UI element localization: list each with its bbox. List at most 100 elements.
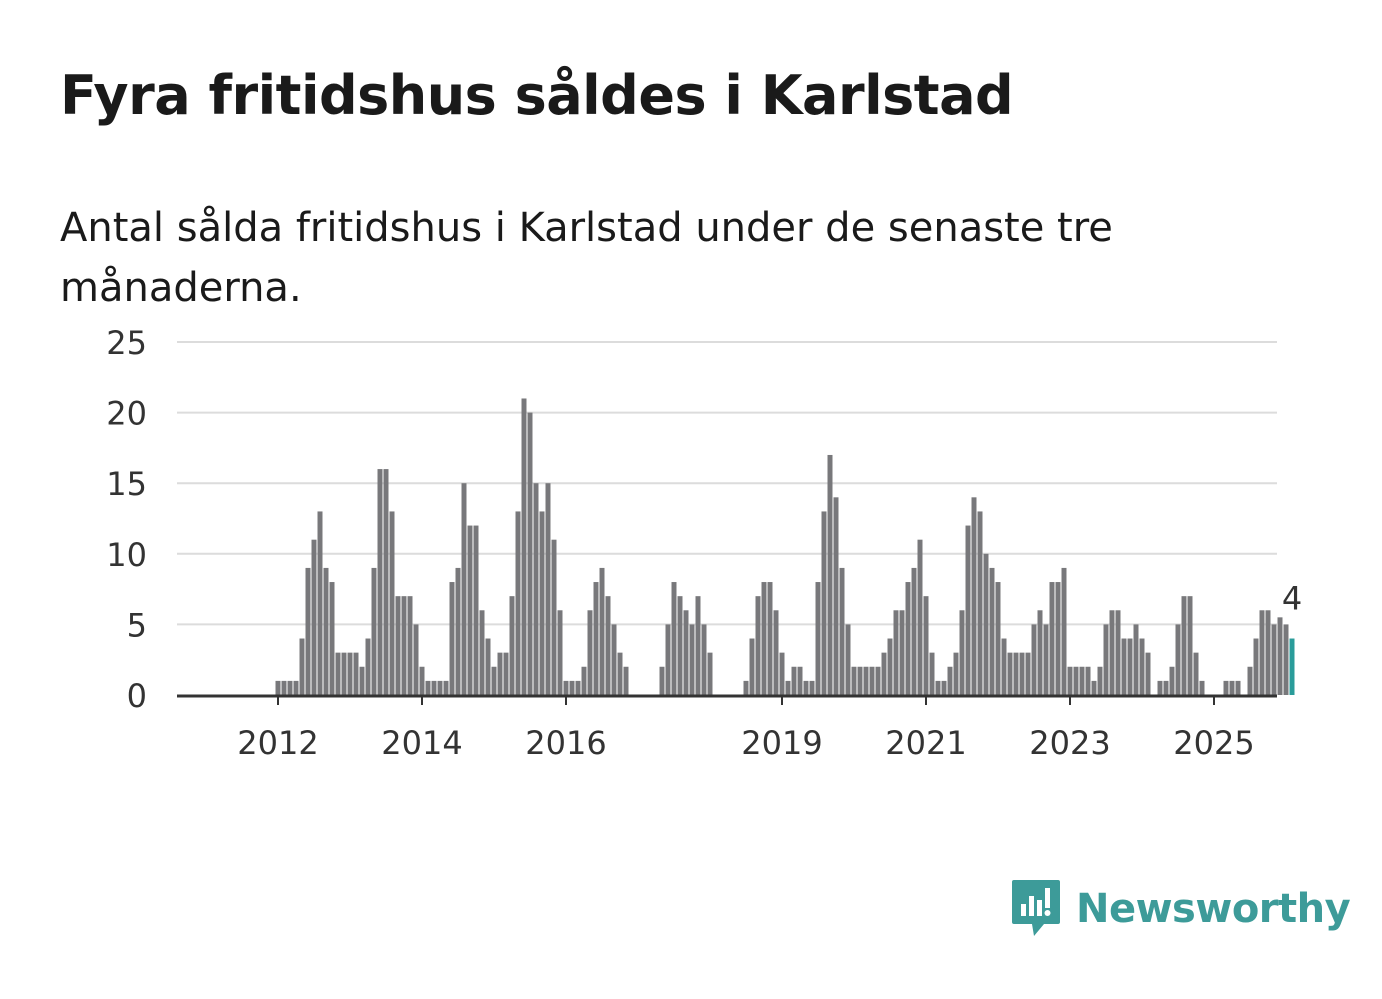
y-tick-label: 5: [127, 606, 147, 644]
bar: [899, 610, 905, 695]
bar: [299, 638, 305, 695]
bar: [485, 638, 491, 695]
bar: [455, 567, 461, 695]
bar: [311, 539, 317, 695]
bar: [1235, 680, 1241, 695]
bar: [341, 652, 347, 695]
bar: [509, 596, 515, 695]
bar: [1247, 666, 1253, 695]
bar: [479, 610, 485, 695]
bar: [1265, 610, 1271, 695]
bar: [881, 652, 887, 695]
highlight-data-label: 4: [1282, 579, 1302, 617]
bar: [617, 652, 623, 695]
bar: [575, 680, 581, 695]
bar: [1037, 610, 1043, 695]
x-tick-label: 2016: [525, 724, 606, 762]
bar: [809, 680, 815, 695]
bar: [503, 652, 509, 695]
bar: [359, 666, 365, 695]
bar: [497, 652, 503, 695]
bar: [1139, 638, 1145, 695]
x-tick-label: 2012: [237, 724, 318, 762]
bar: [947, 666, 953, 695]
bar: [275, 680, 281, 695]
newsworthy-brand: Newsworthy: [1010, 878, 1351, 940]
bar: [773, 610, 779, 695]
bar: [851, 666, 857, 695]
bar: [749, 638, 755, 695]
bar: [863, 666, 869, 695]
bar: [563, 680, 569, 695]
bar: [707, 652, 713, 695]
x-tick-label: 2014: [381, 724, 462, 762]
bar: [833, 497, 839, 695]
bar: [443, 680, 449, 695]
bar: [293, 680, 299, 695]
chart-title: Fyra fritidshus såldes i Karlstad: [60, 64, 1014, 127]
bar: [875, 666, 881, 695]
bar: [305, 567, 311, 695]
bar: [407, 596, 413, 695]
bar: [623, 666, 629, 695]
bar: [1079, 666, 1085, 695]
bar: [935, 680, 941, 695]
bar: [683, 610, 689, 695]
bar: [551, 539, 557, 695]
bar: [785, 680, 791, 695]
bar: [911, 567, 917, 695]
y-tick-label: 15: [106, 465, 147, 503]
bar: [1283, 624, 1289, 695]
bar: [353, 652, 359, 695]
bar: [1025, 652, 1031, 695]
bar: [1013, 652, 1019, 695]
bar: [743, 680, 749, 695]
newsworthy-logo-icon: [1012, 880, 1060, 936]
bar: [1259, 610, 1265, 695]
bar: [1145, 652, 1151, 695]
bar: [377, 469, 383, 695]
bar: [953, 652, 959, 695]
bar: [893, 610, 899, 695]
x-tick-label: 2019: [741, 724, 822, 762]
bar: [1073, 666, 1079, 695]
bar: [923, 596, 929, 695]
bar: [761, 582, 767, 695]
bar: [515, 511, 521, 695]
bar: [539, 511, 545, 695]
newsworthy-wordmark: Newsworthy: [1076, 886, 1351, 932]
bar: [593, 582, 599, 695]
bar: [1157, 680, 1163, 695]
bar: [1109, 610, 1115, 695]
bar: [431, 680, 437, 695]
bar: [695, 596, 701, 695]
bar: [467, 525, 473, 695]
bar: [461, 483, 467, 695]
bar: [689, 624, 695, 695]
bar: [1085, 666, 1091, 695]
bar: [995, 582, 1001, 695]
bar: [395, 596, 401, 695]
bar: [887, 638, 893, 695]
bar: [491, 666, 497, 695]
bar: [1103, 624, 1109, 695]
bar: [1253, 638, 1259, 695]
bar: [1121, 638, 1127, 695]
bar: [1019, 652, 1025, 695]
bar: [671, 582, 677, 695]
bar: [803, 680, 809, 695]
bar: [701, 624, 707, 695]
bar: [473, 525, 479, 695]
bar: [317, 511, 323, 695]
bar: [1181, 596, 1187, 695]
bar: [827, 454, 833, 695]
bar: [929, 652, 935, 695]
bar: [821, 511, 827, 695]
bar: [347, 652, 353, 695]
bar: [365, 638, 371, 695]
bar: [569, 680, 575, 695]
bar: [941, 680, 947, 695]
bar: [413, 624, 419, 695]
bar: [1061, 567, 1067, 695]
